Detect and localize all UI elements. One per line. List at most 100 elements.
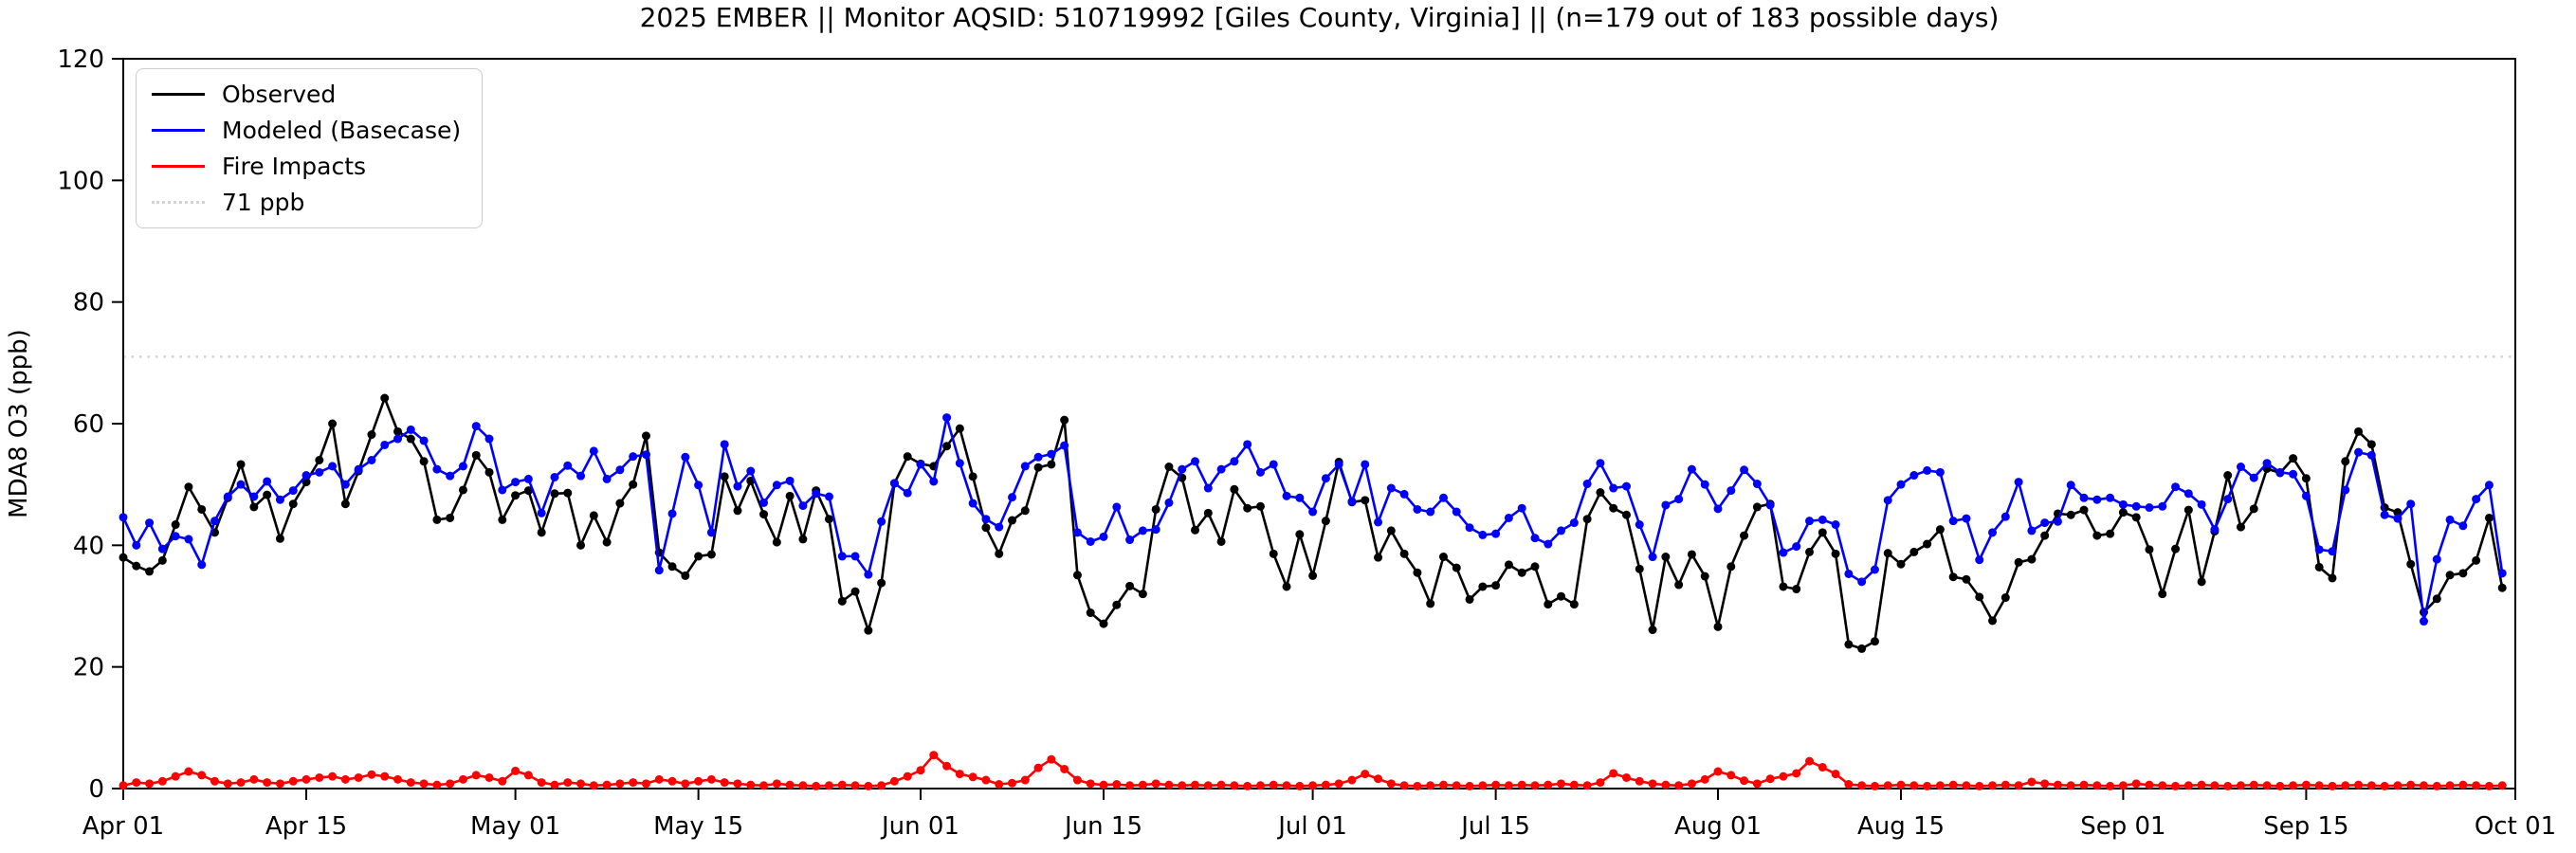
data-point-observed	[1896, 559, 1906, 569]
data-point-fire-impacts	[2027, 777, 2037, 787]
data-point-modeled-basecase	[2354, 447, 2364, 457]
data-point-fire-impacts	[1465, 781, 1474, 790]
data-point-fire-impacts	[119, 781, 128, 790]
data-point-fire-impacts	[1282, 781, 1291, 790]
data-point-observed	[1544, 600, 1553, 609]
data-point-fire-impacts	[432, 780, 442, 789]
data-point-observed	[629, 480, 638, 489]
data-point-fire-impacts	[2328, 781, 2337, 790]
data-point-fire-impacts	[2406, 780, 2416, 789]
data-point-modeled-basecase	[864, 570, 873, 579]
data-point-modeled-basecase	[1112, 502, 1122, 512]
data-point-fire-impacts	[2118, 781, 2128, 790]
data-point-fire-impacts	[968, 772, 977, 782]
x-tick-label: Apr 15	[265, 812, 347, 841]
data-point-modeled-basecase	[249, 492, 259, 501]
data-point-modeled-basecase	[706, 528, 716, 537]
data-point-observed	[432, 515, 442, 524]
data-point-modeled-basecase	[1164, 498, 1174, 507]
data-point-modeled-basecase	[2079, 493, 2089, 502]
data-point-fire-impacts	[2380, 781, 2389, 790]
data-point-observed	[877, 578, 886, 588]
data-point-modeled-basecase	[550, 472, 559, 481]
data-point-modeled-basecase	[301, 471, 311, 481]
data-point-observed	[1426, 599, 1435, 608]
data-point-observed	[1870, 637, 1879, 646]
x-tick-label: Apr 01	[82, 812, 164, 841]
data-point-modeled-basecase	[1361, 460, 1370, 469]
data-point-fire-impacts	[1426, 781, 1435, 790]
legend-label-observed: Observed	[222, 81, 337, 108]
data-point-modeled-basecase	[1020, 462, 1030, 471]
data-point-fire-impacts	[2354, 780, 2364, 789]
data-point-observed	[1883, 549, 1892, 558]
data-point-fire-impacts	[1243, 781, 1252, 790]
data-point-fire-impacts	[1661, 780, 1671, 789]
data-point-modeled-basecase	[1008, 493, 1017, 502]
data-point-modeled-basecase	[2275, 467, 2285, 477]
data-point-fire-impacts	[602, 780, 612, 789]
data-point-fire-impacts	[1203, 781, 1213, 790]
x-tick-label: Jun 01	[880, 812, 959, 841]
data-point-modeled-basecase	[1962, 514, 1971, 523]
data-point-modeled-basecase	[1700, 480, 1709, 489]
data-point-observed	[942, 442, 952, 451]
data-point-modeled-basecase	[288, 486, 298, 496]
data-point-modeled-basecase	[1178, 464, 1187, 474]
data-point-modeled-basecase	[2210, 525, 2220, 535]
data-point-modeled-basecase	[759, 498, 769, 507]
data-point-fire-impacts	[511, 766, 521, 775]
data-point-observed	[615, 499, 625, 508]
data-point-fire-impacts	[1033, 763, 1043, 772]
data-point-observed	[1203, 508, 1213, 517]
data-point-fire-impacts	[263, 778, 272, 788]
data-point-modeled-basecase	[1687, 464, 1696, 474]
data-point-observed	[458, 485, 467, 495]
data-point-modeled-basecase	[2014, 478, 2023, 487]
data-point-modeled-basecase	[629, 452, 638, 462]
data-point-modeled-basecase	[1648, 553, 1657, 562]
data-point-fire-impacts	[1687, 779, 1696, 789]
data-point-observed	[1831, 549, 1840, 558]
data-point-fire-impacts	[1962, 781, 1971, 790]
data-point-fire-impacts	[1530, 781, 1540, 790]
data-point-fire-impacts	[2079, 780, 2089, 789]
legend-sample-modeled-basecase	[152, 129, 205, 132]
data-point-modeled-basecase	[2223, 495, 2233, 504]
data-point-modeled-basecase	[1230, 457, 1239, 466]
data-point-modeled-basecase	[1831, 520, 1840, 530]
data-point-observed	[275, 534, 284, 543]
data-point-observed	[2183, 505, 2193, 515]
data-point-modeled-basecase	[1282, 491, 1291, 500]
data-point-modeled-basecase	[2171, 482, 2181, 492]
data-point-observed	[2223, 471, 2233, 481]
data-point-fire-impacts	[2040, 779, 2050, 789]
data-point-observed	[511, 491, 521, 500]
data-point-fire-impacts	[1308, 781, 1318, 790]
data-point-fire-impacts	[785, 780, 795, 789]
data-point-fire-impacts	[1334, 779, 1343, 789]
data-point-modeled-basecase	[1072, 528, 1082, 537]
data-point-fire-impacts	[2458, 780, 2468, 789]
data-point-fire-impacts	[1988, 781, 1998, 790]
data-point-modeled-basecase	[1569, 518, 1579, 528]
data-point-fire-impacts	[340, 774, 350, 784]
data-point-observed	[2158, 590, 2167, 599]
data-point-fire-impacts	[772, 779, 781, 789]
data-point-fire-impacts	[1517, 780, 1526, 789]
data-point-observed	[2118, 508, 2128, 517]
data-point-modeled-basecase	[2001, 512, 2010, 521]
data-point-modeled-basecase	[1452, 507, 1461, 517]
data-point-observed	[1923, 539, 1932, 549]
data-point-observed	[2040, 531, 2050, 540]
data-point-modeled-basecase	[263, 477, 272, 486]
data-point-fire-impacts	[132, 778, 141, 788]
data-point-fire-impacts	[1099, 780, 1108, 789]
data-point-fire-impacts	[2053, 780, 2062, 789]
data-point-modeled-basecase	[2497, 569, 2507, 578]
data-point-modeled-basecase	[889, 479, 899, 488]
data-point-fire-impacts	[1008, 778, 1017, 788]
data-point-fire-impacts	[367, 770, 376, 779]
data-point-observed	[1713, 622, 1723, 631]
